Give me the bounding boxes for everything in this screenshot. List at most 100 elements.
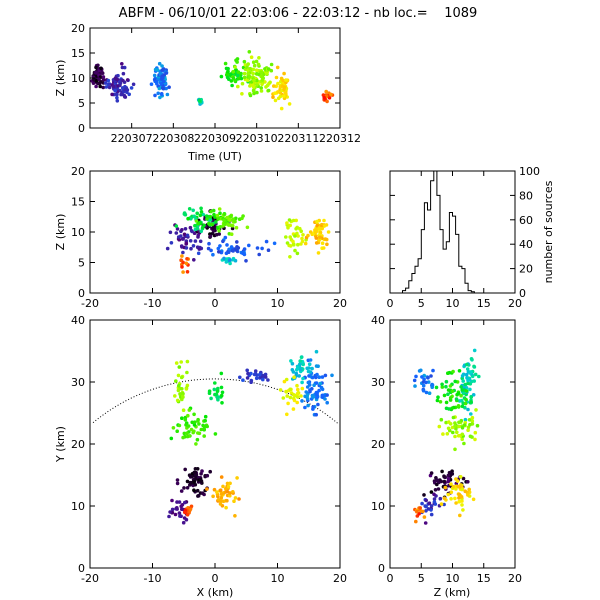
source-point bbox=[187, 207, 192, 211]
source-point bbox=[295, 251, 300, 256]
y-tick-label: 30 bbox=[371, 376, 385, 389]
source-point bbox=[451, 484, 456, 489]
source-point bbox=[196, 221, 200, 226]
source-point bbox=[186, 216, 190, 221]
source-point bbox=[413, 384, 417, 388]
x-tick-label: 220308 bbox=[152, 132, 194, 145]
source-point bbox=[234, 216, 238, 221]
source-point bbox=[182, 211, 187, 215]
source-point bbox=[310, 366, 314, 371]
source-point bbox=[466, 428, 470, 433]
source-point bbox=[252, 372, 257, 377]
source-point bbox=[449, 497, 453, 501]
source-point bbox=[251, 60, 256, 64]
source-point bbox=[246, 72, 251, 76]
source-point bbox=[279, 106, 284, 111]
y-tick-label: 40 bbox=[371, 314, 385, 327]
source-point bbox=[420, 375, 424, 379]
y-tick-label: 10 bbox=[371, 500, 385, 513]
source-point bbox=[445, 432, 450, 436]
source-point bbox=[456, 404, 461, 408]
source-point bbox=[175, 227, 180, 231]
source-point bbox=[279, 76, 284, 81]
source-point bbox=[466, 378, 470, 383]
source-point bbox=[300, 399, 304, 403]
source-point bbox=[281, 94, 286, 98]
source-point bbox=[184, 517, 189, 522]
source-point bbox=[214, 220, 218, 224]
x-tick-label: 0 bbox=[212, 297, 219, 310]
source-point bbox=[165, 92, 170, 97]
source-point bbox=[330, 373, 334, 378]
source-point bbox=[253, 369, 258, 373]
source-point bbox=[179, 360, 183, 364]
source-point bbox=[468, 422, 472, 427]
source-point bbox=[180, 394, 185, 399]
source-point bbox=[175, 506, 179, 510]
source-point bbox=[101, 77, 106, 82]
x-tick-label: -10 bbox=[144, 297, 162, 310]
source-point bbox=[294, 227, 298, 231]
source-point bbox=[177, 365, 182, 369]
source-point bbox=[305, 385, 310, 389]
source-point bbox=[219, 393, 224, 398]
source-point bbox=[225, 498, 229, 503]
source-point bbox=[181, 408, 186, 413]
source-point bbox=[214, 232, 219, 237]
source-point bbox=[418, 506, 423, 510]
source-point bbox=[444, 379, 449, 384]
source-point bbox=[464, 372, 469, 377]
source-point bbox=[111, 84, 116, 89]
source-point bbox=[414, 374, 418, 379]
source-point bbox=[435, 398, 440, 403]
source-point bbox=[241, 378, 245, 383]
source-point bbox=[444, 420, 448, 425]
source-point bbox=[189, 246, 193, 251]
source-point bbox=[192, 480, 197, 484]
source-point bbox=[457, 369, 462, 373]
source-point bbox=[429, 490, 434, 494]
source-point bbox=[424, 380, 428, 385]
source-point bbox=[182, 232, 187, 237]
source-point bbox=[205, 473, 210, 478]
source-point bbox=[466, 369, 471, 374]
source-point bbox=[226, 484, 231, 489]
source-point bbox=[216, 397, 220, 402]
source-point bbox=[183, 500, 187, 505]
source-point bbox=[470, 435, 474, 439]
source-point bbox=[467, 418, 472, 422]
source-point bbox=[463, 382, 468, 387]
y-tick-label: 20 bbox=[519, 263, 533, 276]
source-point bbox=[186, 424, 191, 428]
y-tick-label: 100 bbox=[519, 165, 540, 178]
source-point bbox=[217, 250, 221, 254]
source-point bbox=[197, 98, 202, 103]
source-point bbox=[421, 383, 426, 388]
source-point bbox=[415, 509, 419, 514]
source-point bbox=[269, 62, 274, 67]
source-point bbox=[232, 499, 236, 504]
x-tick-label: 10 bbox=[271, 572, 285, 585]
source-point bbox=[181, 435, 185, 440]
source-point bbox=[203, 418, 207, 423]
source-point bbox=[214, 392, 219, 397]
source-point bbox=[120, 86, 125, 90]
source-point bbox=[180, 265, 184, 269]
source-point bbox=[439, 502, 444, 506]
y-tick-label: 80 bbox=[519, 189, 533, 202]
source-point bbox=[442, 479, 447, 484]
source-point bbox=[460, 499, 464, 503]
source-point bbox=[453, 434, 457, 439]
source-point bbox=[272, 241, 277, 246]
source-point bbox=[205, 217, 209, 221]
source-point bbox=[461, 379, 466, 383]
y-tick-label: 20 bbox=[71, 438, 85, 451]
y-tick-label: 40 bbox=[519, 238, 533, 251]
source-point bbox=[230, 223, 235, 228]
x-tick-label: 5 bbox=[418, 572, 425, 585]
source-point bbox=[161, 76, 165, 80]
source-point bbox=[284, 78, 288, 82]
source-point bbox=[263, 375, 268, 379]
source-point bbox=[156, 91, 160, 96]
